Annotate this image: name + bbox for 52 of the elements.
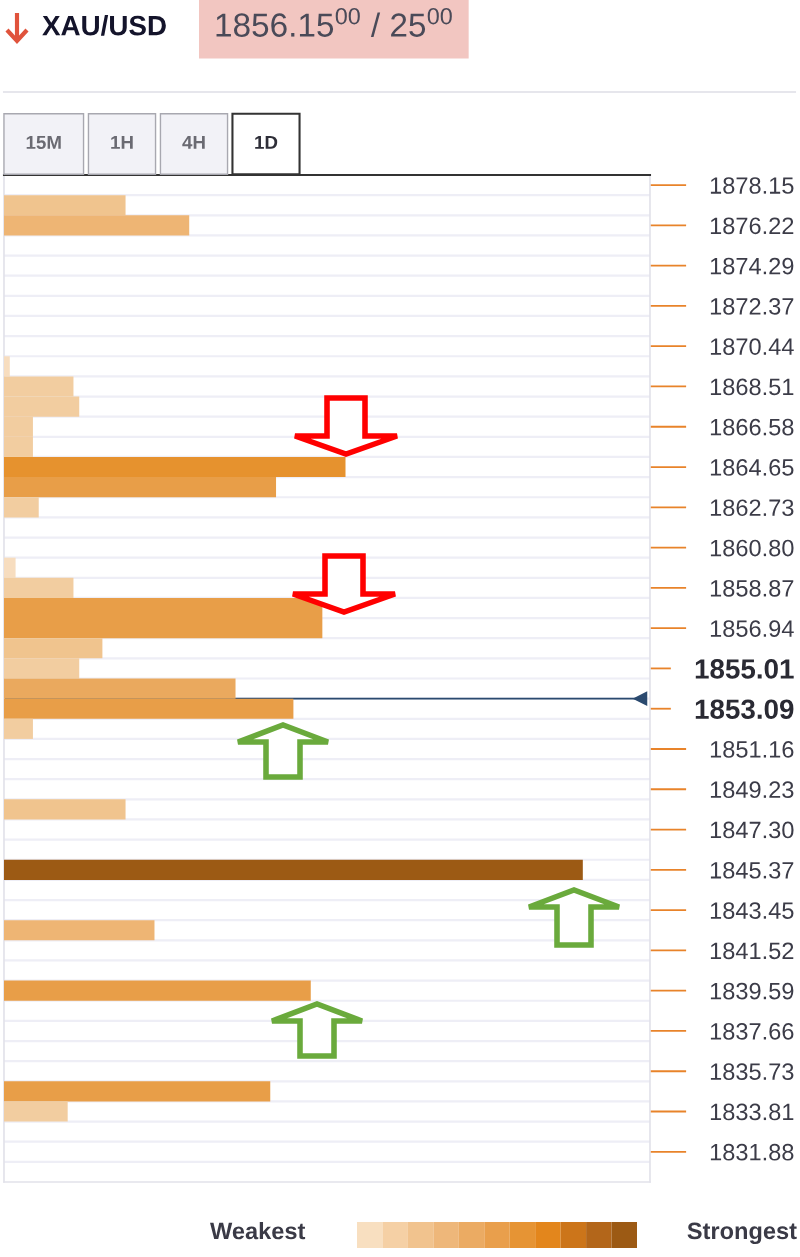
- y-tick-label: 1845.37: [710, 861, 794, 879]
- y-tick-label: 1874.29: [710, 257, 794, 275]
- bar: [4, 557, 16, 578]
- y-tick-label: 1858.87: [710, 579, 794, 597]
- y-tick-label: 1866.58: [710, 418, 794, 436]
- y-tick-label: 1868.51: [710, 378, 794, 396]
- bar: [4, 799, 126, 820]
- bar: [4, 678, 236, 699]
- y-tick-label: 1847.30: [710, 821, 794, 839]
- bar: [4, 195, 126, 216]
- bar: [4, 477, 277, 498]
- chart-subtitle: 1856.15$^{00}$ / 25$^{00}$: [216, 7, 452, 37]
- y-tick-label: 1839.59: [710, 982, 794, 1000]
- y-tick-label: 1853.09: [695, 699, 794, 720]
- y-tick-label: 1855.01: [695, 659, 794, 679]
- bar: [4, 577, 74, 598]
- bar: [4, 980, 311, 1001]
- bar: [4, 718, 33, 739]
- text: 4H: [182, 135, 205, 149]
- bar: [4, 1081, 271, 1102]
- bar: [4, 638, 103, 659]
- y-tick-label: 1870.44: [710, 338, 794, 355]
- bar: [4, 497, 39, 518]
- bar: [4, 356, 10, 377]
- y-tick-label: 1835.73: [710, 1063, 794, 1081]
- y-tick-label: 1841.52: [710, 942, 794, 960]
- y-tick-label: 1831.88: [710, 1143, 794, 1161]
- y-tick-label: 1872.37: [710, 297, 794, 315]
- y-tick-label: 1860.80: [710, 539, 794, 557]
- y-tick-label: 1856.94: [710, 620, 794, 637]
- text: 1D: [255, 135, 278, 149]
- y-tick-label: 1843.45: [710, 902, 794, 919]
- text: Strongest: [687, 1222, 797, 1245]
- y-tick-label: 1876.22: [710, 217, 794, 235]
- bar: [4, 859, 583, 880]
- text: 15M: [26, 135, 61, 150]
- y-tick-label: 1862.73: [710, 499, 794, 517]
- bar: [4, 920, 155, 941]
- bar: [4, 698, 294, 719]
- y-tick-label: 1851.16: [710, 741, 794, 758]
- bar: [4, 658, 80, 679]
- text: 1H: [111, 135, 133, 149]
- y-tick-label: 1878.15: [710, 177, 794, 194]
- y-tick-label: 1833.81: [710, 1103, 794, 1121]
- bar: [4, 215, 190, 236]
- bar: [4, 1101, 68, 1122]
- y-tick-label: 1849.23: [710, 781, 794, 799]
- bar: [4, 456, 346, 478]
- y-tick-label: 1837.66: [710, 1023, 794, 1040]
- text: Weakest: [210, 1221, 306, 1240]
- y-tick-label: 1864.65: [710, 459, 794, 476]
- chart-title: XAU/USD: [42, 15, 166, 36]
